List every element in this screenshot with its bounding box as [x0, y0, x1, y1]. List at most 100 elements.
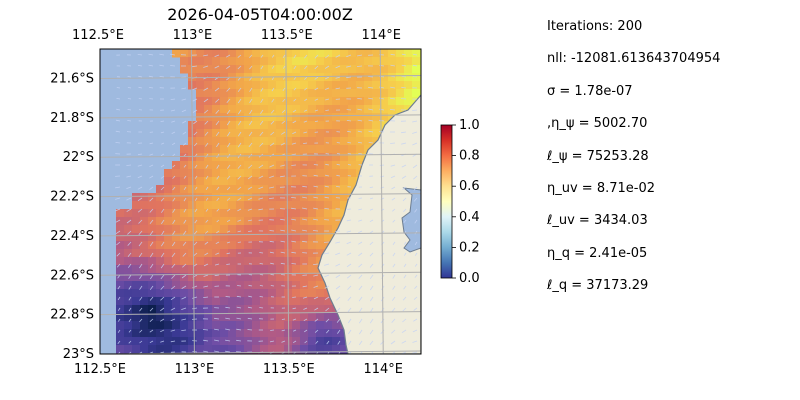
heatmap-cell	[228, 201, 237, 210]
heatmap-cell	[220, 185, 229, 194]
heatmap-cell	[132, 217, 141, 226]
vector-arrow	[149, 329, 154, 333]
vector-arrow	[171, 252, 176, 258]
heatmap-cell	[276, 129, 285, 138]
vector-arrow	[346, 241, 352, 245]
heatmap-cell	[292, 233, 301, 242]
heatmap-cell	[308, 145, 317, 154]
heatmap-cell	[308, 281, 317, 290]
heatmap-cell	[276, 257, 285, 266]
vector-arrow	[192, 87, 198, 91]
heatmap-cell	[148, 193, 157, 202]
vector-arrow	[280, 175, 286, 178]
colorbar-tick-label: 1.0	[459, 118, 480, 133]
heatmap-cell	[220, 153, 229, 162]
vector-arrow	[237, 98, 242, 104]
heatmap-cell	[300, 81, 309, 90]
vector-arrow	[214, 274, 220, 277]
heatmap-cell	[228, 153, 237, 162]
heatmap-cell	[244, 321, 253, 330]
vector-arrow	[358, 296, 363, 302]
vector-arrow	[326, 340, 330, 345]
heatmap-cell	[156, 321, 165, 330]
heatmap-cell	[396, 81, 405, 90]
vector-arrow	[304, 87, 308, 91]
vector-arrow	[313, 196, 319, 199]
parameter-line: η_uv = 8.71e-02	[547, 181, 656, 196]
vector-arrow	[260, 109, 264, 114]
vector-arrow	[401, 64, 407, 67]
heatmap-cell	[204, 81, 213, 90]
vector-arrow	[203, 285, 209, 288]
heatmap-cell	[180, 225, 189, 234]
heatmap-cell	[292, 137, 301, 146]
heatmap-cell	[228, 345, 237, 354]
heatmap-cell	[212, 81, 221, 90]
heatmap-cell	[180, 305, 189, 314]
vector-arrow	[412, 142, 418, 146]
heatmap-cell	[188, 209, 197, 218]
heatmap-cell	[236, 345, 245, 354]
heatmap-cell	[204, 305, 213, 314]
vector-arrow	[347, 130, 352, 133]
heatmap-cell	[332, 65, 341, 74]
heatmap-cell	[292, 217, 301, 226]
vector-arrow	[314, 307, 319, 311]
vector-arrow	[159, 76, 165, 78]
heatmap-cell	[276, 329, 285, 338]
heatmap-cell	[308, 249, 317, 258]
heatmap-cell	[236, 177, 245, 186]
heatmap-cell	[300, 257, 309, 266]
vector-arrow	[325, 54, 330, 59]
vector-arrow	[391, 307, 396, 312]
heatmap-cell	[236, 257, 245, 266]
heatmap-cell	[140, 257, 149, 266]
heatmap-cell	[148, 201, 157, 210]
heatmap-cell	[348, 161, 357, 170]
x-tick-label-top: 114°E	[361, 28, 401, 43]
heatmap-cell	[212, 321, 221, 330]
vector-arrow	[269, 230, 275, 232]
colorbar-tick-label: 0.6	[459, 179, 480, 194]
heatmap-cell	[188, 329, 197, 338]
heatmap-cell	[316, 249, 325, 258]
heatmap-cell	[284, 129, 293, 138]
heatmap-cell	[212, 137, 221, 146]
heatmap-cell	[268, 193, 277, 202]
vector-arrow	[237, 120, 242, 126]
heatmap-cell	[172, 249, 181, 258]
heatmap-cell	[356, 129, 365, 138]
vector-arrow	[202, 329, 209, 331]
vector-arrow	[117, 307, 121, 311]
vector-arrow	[115, 208, 121, 212]
heatmap-cell	[212, 297, 221, 306]
heatmap-cell	[220, 65, 229, 74]
vector-arrow	[293, 54, 297, 59]
vector-arrow	[203, 296, 209, 298]
heatmap-cell	[276, 185, 285, 194]
heatmap-cell	[244, 345, 253, 354]
heatmap-cell	[196, 153, 205, 162]
vector-arrow	[347, 141, 352, 144]
heatmap-cell	[292, 209, 301, 218]
vector-arrow	[225, 339, 231, 342]
vector-arrow	[149, 186, 154, 191]
vector-arrow	[226, 219, 231, 223]
vector-arrow	[291, 164, 297, 166]
vector-arrow	[358, 307, 363, 313]
heatmap-cell	[180, 273, 189, 282]
heatmap-cell	[260, 217, 269, 226]
heatmap-cell	[252, 169, 261, 178]
heatmap-cell	[324, 57, 333, 66]
heatmap-cell	[372, 89, 381, 98]
heatmap-cell	[212, 169, 221, 178]
heatmap-cell	[180, 297, 189, 306]
vector-arrow	[325, 174, 330, 177]
vector-arrow	[346, 76, 352, 79]
vector-arrow	[117, 340, 121, 345]
heatmap-cell	[228, 257, 237, 266]
heatmap-cell	[164, 177, 173, 186]
heatmap-cell	[364, 121, 373, 130]
heatmap-cell	[188, 297, 197, 306]
vector-arrow	[127, 109, 132, 111]
